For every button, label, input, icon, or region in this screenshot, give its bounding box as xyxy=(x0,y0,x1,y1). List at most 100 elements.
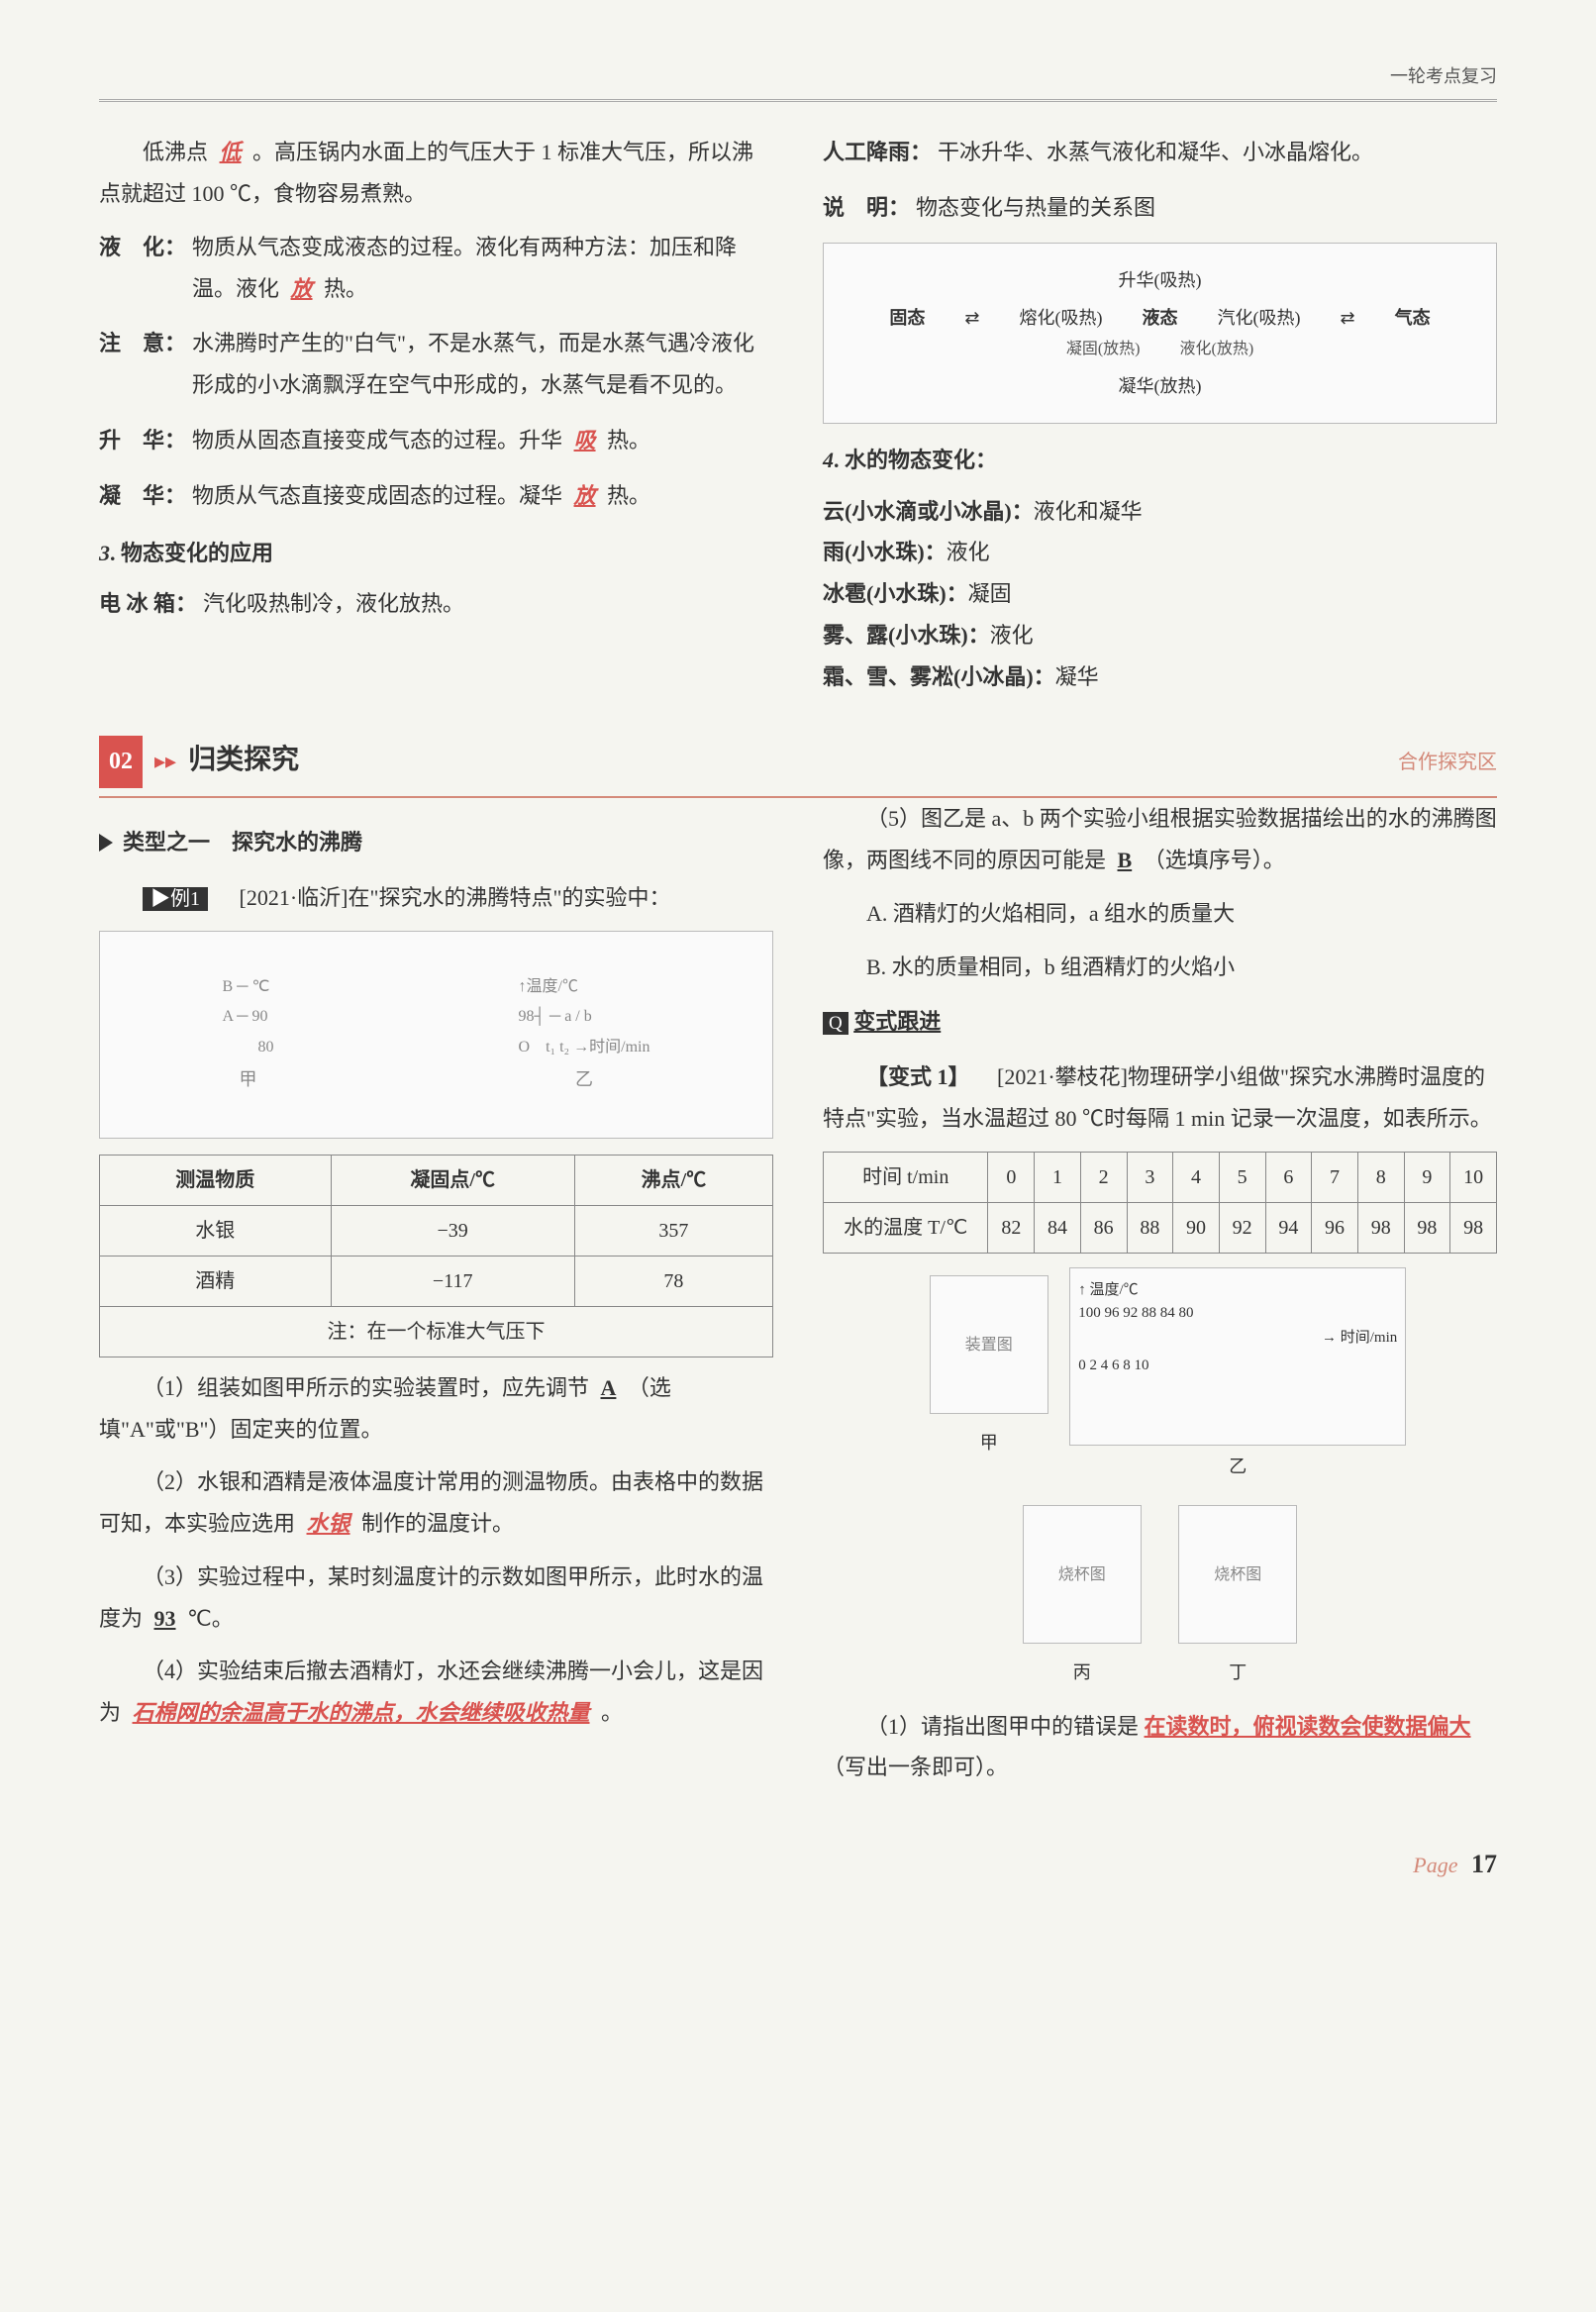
state-liquid: 液态 xyxy=(1143,301,1178,335)
note-label: 注 意： xyxy=(99,323,186,406)
list-item: 雾、露(小水珠)：液化 xyxy=(823,615,1497,656)
figure-jia-yi: B ─ ℃ A ─ 90 80 甲 ↑温度/℃ 98┤ ─ a / b O t₁… xyxy=(99,931,773,1139)
rq1-answer: 在读数时，俯视读数会使数据偏大 xyxy=(1145,1714,1471,1739)
question-1: （1）组装如图甲所示的实验装置时，应先调节 A （选填"A"或"B"）固定夹的位… xyxy=(99,1367,773,1451)
substance-table: 测温物质 凝固点/℃ 沸点/℃ 水银 −39 357 酒精 −117 78 注：… xyxy=(99,1155,773,1357)
note-entry: 注 意： 水沸腾时产生的"白气"，不是水蒸气，而是水蒸气遇冷液化形成的小水滴飘浮… xyxy=(99,323,773,406)
boil-intro: 低沸点 xyxy=(143,140,208,164)
melt-label: 熔化(吸热) xyxy=(1020,301,1103,335)
desub-text: 物质从气态直接变成固态的过程。凝华 放 热。 xyxy=(192,475,773,517)
variation-header: Q 变式跟进 xyxy=(823,1001,1497,1043)
sublime-text: 物质从固态直接变成气态的过程。升华 吸 热。 xyxy=(192,420,773,461)
desub-label: 凝 华： xyxy=(99,475,186,517)
explain-text: 物态变化与热量的关系图 xyxy=(916,187,1497,229)
diagram-top: 升华(吸热) xyxy=(840,263,1480,297)
liquefy-diag-label: 液化(放热) xyxy=(1180,335,1254,364)
water-phase-list: 云(小水滴或小冰晶)：液化和凝华雨(小水珠)：液化冰雹(小水珠)：凝固雾、露(小… xyxy=(823,491,1497,698)
figure-row-1: 装置图 甲 ↑ 温度/℃ 100 96 92 88 84 80 → 时间/min… xyxy=(823,1267,1497,1483)
question-5: （5）图乙是 a、b 两个实验小组根据实验数据描绘出的水的沸腾图像，两图线不同的… xyxy=(823,798,1497,881)
col-substance: 测温物质 xyxy=(100,1155,332,1205)
list-item: 雨(小水珠)：液化 xyxy=(823,532,1497,573)
section-right: 合作探究区 xyxy=(1398,744,1497,781)
figure-jia-2: 装置图 xyxy=(930,1275,1048,1414)
desub-blank: 放 xyxy=(568,483,602,508)
footer-label: Page xyxy=(1413,1853,1457,1877)
liquefy-label: 液 化： xyxy=(99,227,186,310)
col-freeze: 凝固点/℃ xyxy=(331,1155,574,1205)
bottom-right-column: （5）图乙是 a、b 两个实验小组根据实验数据描绘出的水的沸腾图像，两图线不同的… xyxy=(823,798,1497,1800)
question-2: （2）水银和酒精是液体温度计常用的测温物质。由表格中的数据可知，本实验应选用 水… xyxy=(99,1461,773,1545)
q2-answer: 水银 xyxy=(301,1511,356,1536)
q3-answer: 93 xyxy=(149,1606,182,1631)
list-item: 霜、雪、雾凇(小冰晶)：凝华 xyxy=(823,656,1497,698)
top-section: 低沸点 低 。高压锅内水面上的气压大于 1 标准大气压，所以沸点就超过 100 … xyxy=(99,132,1497,697)
sublime-label: 升 华： xyxy=(99,420,186,461)
subhead-4: 4. 水的物态变化： xyxy=(823,440,1497,481)
top-right-column: 人工降雨： 干冰升华、水蒸气液化和凝华、小冰晶熔化。 说 明： 物态变化与热量的… xyxy=(823,132,1497,697)
explain-entry: 说 明： 物态变化与热量的关系图 xyxy=(823,187,1497,229)
bottom-section: 类型之一 探究水的沸腾 ▶例1 [2021·临沂]在"探究水的沸腾特点"的实验中… xyxy=(99,798,1497,1800)
top-left-column: 低沸点 低 。高压锅内水面上的气压大于 1 标准大气压，所以沸点就超过 100 … xyxy=(99,132,773,697)
boil-point-para: 低沸点 低 。高压锅内水面上的气压大于 1 标准大气压，所以沸点就超过 100 … xyxy=(99,132,773,215)
q5-answer: B xyxy=(1112,848,1139,872)
example-1-intro: ▶例1 [2021·临沂]在"探究水的沸腾特点"的实验中： xyxy=(99,877,773,919)
triangle-icon xyxy=(99,834,113,852)
type-1-header: 类型之一 探究水的沸腾 xyxy=(99,822,773,863)
bottom-left-column: 类型之一 探究水的沸腾 ▶例1 [2021·临沂]在"探究水的沸腾特点"的实验中… xyxy=(99,798,773,1800)
boil-blank: 低 xyxy=(214,140,248,164)
rain-label: 人工降雨： xyxy=(823,132,932,173)
page-footer: Page 17 xyxy=(99,1840,1497,1888)
phase-diagram: 升华(吸热) 固态 ⇄ 熔化(吸热) 液态 汽化(吸热) ⇄ 气态 凝固(放热)… xyxy=(823,243,1497,424)
liquefy-entry: 液 化： 物质从气态变成液态的过程。液化有两种方法：加压和降温。液化 放 热。 xyxy=(99,227,773,310)
solidify-label: 凝固(放热) xyxy=(1066,335,1141,364)
table-row: 水银 −39 357 xyxy=(100,1205,773,1256)
option-a: A. 酒精灯的火焰相同，a 组水的质量大 xyxy=(823,893,1497,935)
option-b: B. 水的质量相同，b 组酒精灯的火焰小 xyxy=(823,947,1497,988)
sublime-blank: 吸 xyxy=(568,428,602,452)
col-boil: 沸点/℃ xyxy=(574,1155,772,1205)
state-solid: 固态 xyxy=(889,301,925,335)
list-item: 冰雹(小水珠)：凝固 xyxy=(823,573,1497,615)
rain-entry: 人工降雨： 干冰升华、水蒸气液化和凝华、小冰晶熔化。 xyxy=(823,132,1497,173)
variation-title: 变式跟进 xyxy=(853,1009,941,1034)
question-4: （4）实验结束后撤去酒精灯，水还会继续沸腾一小会儿，这是因为 石棉网的余温高于水… xyxy=(99,1651,773,1734)
note-text: 水沸腾时产生的"白气"，不是水蒸气，而是水蒸气遇冷液化形成的小水滴飘浮在空气中形… xyxy=(192,323,773,406)
figure-row-2: 烧杯图 丙 烧杯图 丁 xyxy=(823,1497,1497,1692)
sublime-entry: 升 华： 物质从固态直接变成气态的过程。升华 吸 热。 xyxy=(99,420,773,461)
vapor-label: 汽化(吸热) xyxy=(1218,301,1301,335)
table-note: 注：在一个标准大气压下 xyxy=(100,1306,773,1357)
question-3: （3）实验过程中，某时刻温度计的示数如图甲所示，此时水的温度为 93 ℃。 xyxy=(99,1557,773,1640)
figure-ding: 烧杯图 xyxy=(1178,1505,1297,1644)
explain-label: 说 明： xyxy=(823,187,910,229)
liquefy-text: 物质从气态变成液态的过程。液化有两种方法：加压和降温。液化 放 热。 xyxy=(192,227,773,310)
example-tag: ▶例1 xyxy=(143,887,208,911)
figure-bing: 烧杯图 xyxy=(1023,1505,1142,1644)
table-row: 酒精 −117 78 xyxy=(100,1256,773,1306)
rain-text: 干冰升华、水蒸气液化和凝华、小冰晶熔化。 xyxy=(938,132,1497,173)
fig-cap-jia: 甲 xyxy=(223,1062,274,1096)
desublime-entry: 凝 华： 物质从气态直接变成固态的过程。凝华 放 热。 xyxy=(99,475,773,517)
header-right: 一轮考点复习 xyxy=(1390,66,1497,86)
liquefy-blank: 放 xyxy=(285,276,319,301)
q-icon: Q xyxy=(823,1012,848,1035)
variation-1-intro: 【变式 1】 [2021·攀枝花]物理研学小组做"探究水沸腾时温度的特点"实验，… xyxy=(823,1056,1497,1140)
q1-answer: A xyxy=(595,1375,623,1400)
section-02-bar: 02 ▸▸ 归类探究 合作探究区 xyxy=(99,734,1497,799)
page-number: 17 xyxy=(1471,1850,1497,1878)
subhead-3: 33. 物态变化的应用. 物态变化的应用 xyxy=(99,533,773,574)
fig-cap-yi: 乙 xyxy=(519,1062,650,1096)
fridge-text: 汽化吸热制冷，液化放热。 xyxy=(203,583,773,625)
time-temp-table: 时间 t/min012345678910水的温度 T/℃828486889092… xyxy=(823,1152,1497,1254)
variation-tag: 【变式 1】 xyxy=(866,1064,970,1089)
chart-grid: ↑ 温度/℃ 100 96 92 88 84 80 → 时间/min 0 2 4… xyxy=(1069,1267,1406,1446)
right-question-1: （1）请指出图甲中的错误是 在读数时，俯视读数会使数据偏大 （写出一条即可）。 xyxy=(823,1706,1497,1789)
section-number: 02 xyxy=(99,736,143,789)
example-intro-text: [2021·临沂]在"探究水的沸腾特点"的实验中： xyxy=(218,885,671,910)
state-gas: 气态 xyxy=(1395,301,1431,335)
fridge-label: 电 冰 箱： xyxy=(99,583,197,625)
fridge-entry: 电 冰 箱： 汽化吸热制冷，液化放热。 xyxy=(99,583,773,625)
list-item: 云(小水滴或小冰晶)：液化和凝华 xyxy=(823,491,1497,533)
section-title: 归类探究 xyxy=(188,734,299,786)
page-header: 一轮考点复习 xyxy=(99,59,1497,102)
diagram-bottom: 凝华(放热) xyxy=(840,369,1480,403)
